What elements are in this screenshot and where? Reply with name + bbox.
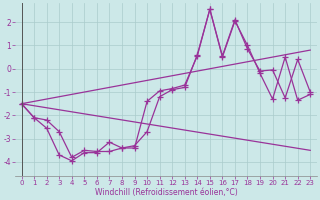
X-axis label: Windchill (Refroidissement éolien,°C): Windchill (Refroidissement éolien,°C): [94, 188, 237, 197]
